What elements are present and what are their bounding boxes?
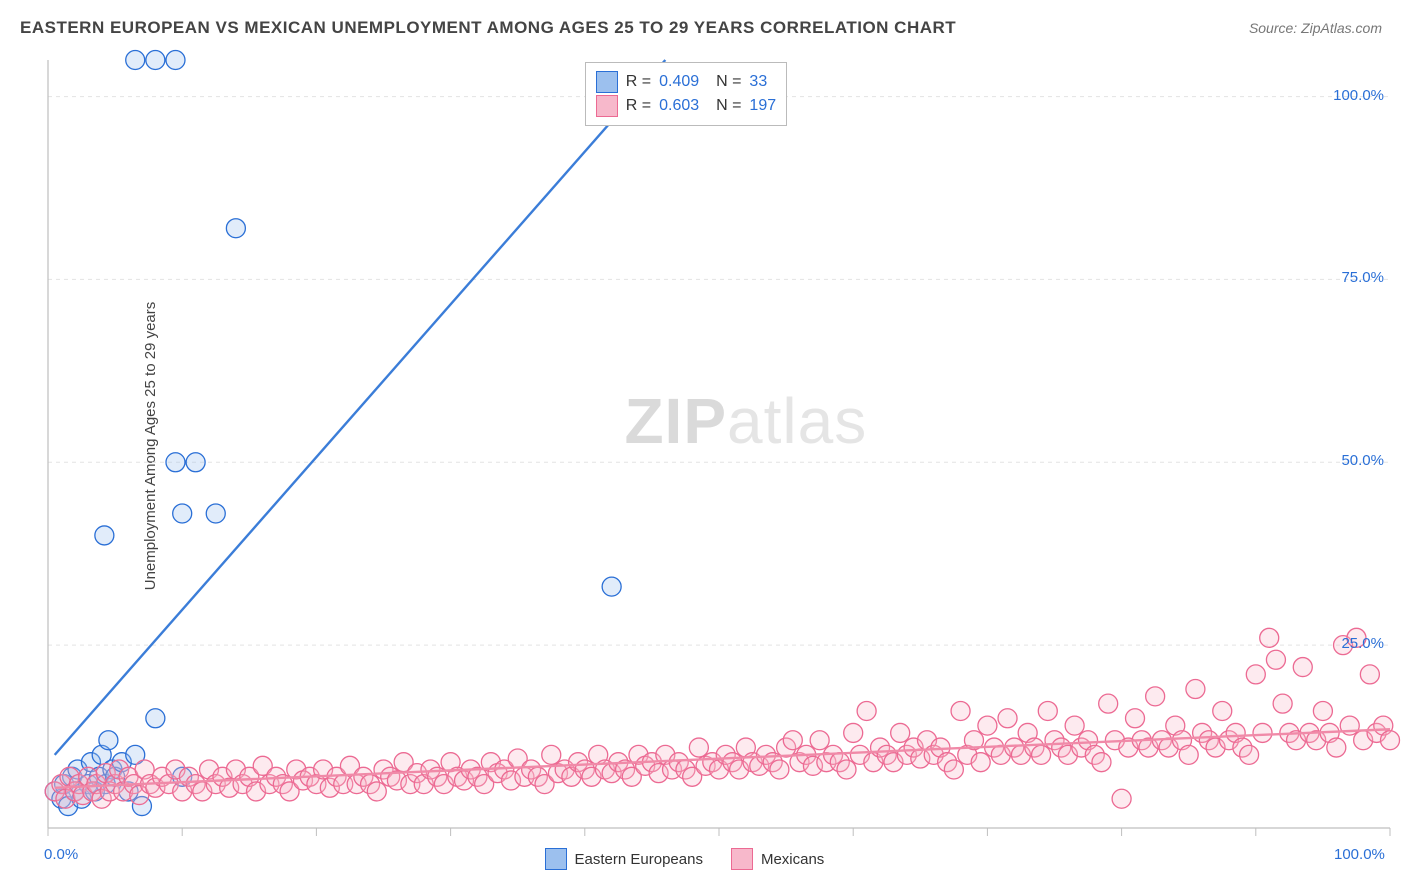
legend-item: Eastern Europeans <box>545 848 703 870</box>
stats-label-r: R = <box>626 73 651 91</box>
data-point <box>1186 680 1205 699</box>
data-point <box>1126 709 1145 728</box>
stats-label-n: N = <box>707 97 741 115</box>
data-point <box>1099 694 1118 713</box>
data-point <box>206 504 225 523</box>
data-point <box>1065 716 1084 735</box>
y-tick-label: 75.0% <box>1341 269 1384 286</box>
data-point <box>186 453 205 472</box>
data-point <box>542 745 561 764</box>
data-point <box>146 51 165 70</box>
data-point <box>1327 738 1346 757</box>
bottom-legend: Eastern Europeans Mexicans <box>545 848 825 870</box>
legend-swatch <box>731 848 753 870</box>
data-point <box>1313 701 1332 720</box>
series-mexicans <box>45 628 1399 808</box>
data-point <box>166 453 185 472</box>
x-tick-label: 0.0% <box>44 846 78 863</box>
data-point <box>998 709 1017 728</box>
data-point <box>971 753 990 772</box>
data-point <box>226 219 245 238</box>
data-point <box>944 760 963 779</box>
data-point <box>1246 665 1265 684</box>
stats-row: R = 0.603 N = 197 <box>596 95 776 117</box>
y-tick-label: 100.0% <box>1333 87 1384 104</box>
data-point <box>367 782 386 801</box>
data-point <box>1179 745 1198 764</box>
data-point <box>173 504 192 523</box>
data-point <box>95 526 114 545</box>
data-point <box>783 731 802 750</box>
data-point <box>1293 658 1312 677</box>
legend-swatch <box>596 71 618 93</box>
stats-label-r: R = <box>626 97 651 115</box>
data-point <box>1146 687 1165 706</box>
data-point <box>1253 723 1272 742</box>
data-point <box>602 577 621 596</box>
stats-legend-box: R = 0.409 N = 33 R = 0.603 N = 197 <box>585 62 787 126</box>
stats-value-r: 0.409 <box>659 73 699 91</box>
data-point <box>146 709 165 728</box>
data-point <box>1038 701 1057 720</box>
stats-label-n: N = <box>707 73 741 91</box>
y-tick-label: 50.0% <box>1341 452 1384 469</box>
data-point <box>891 723 910 742</box>
data-point <box>689 738 708 757</box>
source-label: Source: ZipAtlas.com <box>1249 20 1382 36</box>
trend-line <box>55 60 666 755</box>
legend-label: Eastern Europeans <box>575 851 703 868</box>
data-point <box>99 731 118 750</box>
stats-row: R = 0.409 N = 33 <box>596 71 776 93</box>
data-point <box>810 731 829 750</box>
data-point <box>126 51 145 70</box>
chart-title: EASTERN EUROPEAN VS MEXICAN UNEMPLOYMENT… <box>20 18 956 38</box>
scatter-chart <box>48 60 1390 828</box>
data-point <box>1213 701 1232 720</box>
legend-swatch <box>545 848 567 870</box>
y-tick-label: 25.0% <box>1341 635 1384 652</box>
x-tick-label: 100.0% <box>1334 846 1385 863</box>
data-point <box>1240 745 1259 764</box>
stats-value-n: 33 <box>749 73 767 91</box>
data-point <box>1273 694 1292 713</box>
legend-label: Mexicans <box>761 851 824 868</box>
data-point <box>837 760 856 779</box>
data-point <box>1360 665 1379 684</box>
legend-swatch <box>596 95 618 117</box>
stats-value-r: 0.603 <box>659 97 699 115</box>
data-point <box>978 716 997 735</box>
data-point <box>951 701 970 720</box>
series-eastern-europeans <box>45 51 665 816</box>
data-point <box>166 51 185 70</box>
data-point <box>1112 789 1131 808</box>
stats-value-n: 197 <box>749 97 776 115</box>
legend-item: Mexicans <box>731 848 824 870</box>
data-point <box>770 760 789 779</box>
data-point <box>857 701 876 720</box>
data-point <box>1032 745 1051 764</box>
data-point <box>1260 628 1279 647</box>
data-point <box>1266 650 1285 669</box>
data-point <box>1381 731 1400 750</box>
data-point <box>844 723 863 742</box>
data-point <box>1092 753 1111 772</box>
